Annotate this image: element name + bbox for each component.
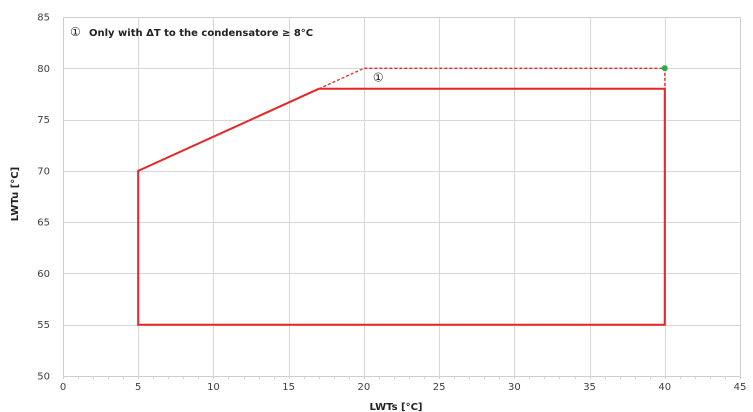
y-tick-label-65: 65 <box>37 218 50 229</box>
y-tick-label-85: 85 <box>37 13 50 24</box>
x-tick-label-30: 30 <box>508 382 521 393</box>
axes <box>63 17 741 379</box>
x-tick-label-35: 35 <box>583 382 596 393</box>
y-tick-label-50: 50 <box>37 372 50 383</box>
x-tick-label-40: 40 <box>658 382 671 393</box>
axis-labels: 0 5 10 15 20 25 30 35 40 45 50 55 60 65 70 75 80 85 <box>37 13 746 394</box>
x-tick-label-0: 0 <box>60 382 66 393</box>
extended-envelope-line <box>318 67 666 90</box>
operating-envelope-line <box>137 87 666 326</box>
note-marker: ① <box>70 25 81 39</box>
data-series: ① <box>137 65 668 326</box>
x-tick-label-15: 15 <box>282 382 295 393</box>
x-tick-label-20: 20 <box>358 382 371 393</box>
y-tick-label-55: 55 <box>37 320 50 331</box>
note-text: Only with ΔT to the condensatore ≥ 8°C <box>89 28 313 39</box>
extension-marker: ① <box>373 71 384 85</box>
x-tick-label-25: 25 <box>433 382 446 393</box>
y-tick-label-75: 75 <box>37 115 50 126</box>
y-tick-label-70: 70 <box>37 166 50 177</box>
x-axis-title: LWTs [°C] <box>369 402 422 412</box>
y-tick-label-60: 60 <box>37 269 50 280</box>
y-tick-label-80: 80 <box>37 64 50 75</box>
x-tick-label-5: 5 <box>135 382 141 393</box>
x-tick-label-10: 10 <box>207 382 220 393</box>
x-tick-label-45: 45 <box>734 382 747 393</box>
chart-note: ① Only with ΔT to the condensatore ≥ 8°C <box>70 25 313 39</box>
highlight-point <box>661 65 668 72</box>
y-axis-title: LWTu [°C] <box>10 167 21 221</box>
